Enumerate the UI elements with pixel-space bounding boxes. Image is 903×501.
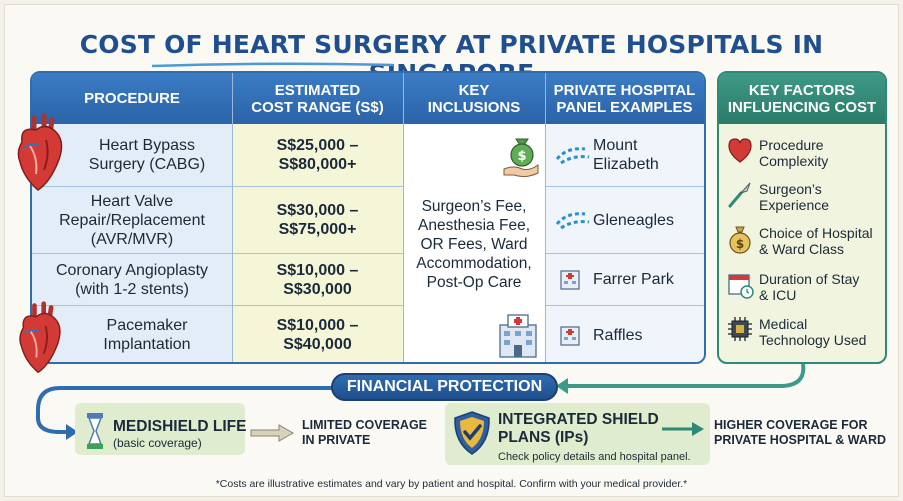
procedure-pacemaker: Pacemaker Implantation — [32, 306, 232, 362]
gleneagles-logo-icon — [555, 212, 590, 230]
calendar-icon — [728, 274, 754, 299]
arrow-right-icon — [662, 422, 704, 436]
ip-coverage-note: HIGHER COVERAGE FOR PRIVATE HOSPITAL & W… — [714, 418, 886, 447]
arrow-right-icon — [250, 424, 295, 442]
hospital-building-icon — [499, 314, 537, 358]
procedure-angioplasty: Coronary Angioplasty (with 1-2 stents) — [32, 254, 232, 305]
integrated-shield-box — [445, 403, 710, 465]
row-divider — [545, 186, 704, 187]
factor-duration-of-stay: Duration of Stay & ICU — [759, 271, 860, 303]
row-divider — [32, 186, 403, 187]
hospital-mount-elizabeth: Mount Elizabeth — [545, 124, 704, 186]
cost-valve: S$30,000 – S$75,000+ — [232, 187, 403, 253]
row-divider — [545, 305, 704, 306]
title-underline — [151, 62, 394, 68]
financial-protection-banner: FINANCIAL PROTECTION — [331, 373, 558, 401]
key-factors-panel: KEY FACTORS INFLUENCING COST Procedure C… — [717, 71, 887, 364]
hospital-gleneagles: Gleneagles — [545, 187, 704, 253]
procedure-valve: Heart Valve Repair/Replacement (AVR/MVR) — [32, 187, 232, 253]
row-divider — [32, 253, 403, 254]
cost-angioplasty: S$10,000 – S$30,000 — [232, 254, 403, 305]
procedure-cabg: Heart Bypass Surgery (CABG) — [32, 124, 232, 186]
cost-pacemaker: S$10,000 – S$40,000 — [232, 306, 403, 362]
heart-anatomy-icon — [17, 113, 63, 191]
flow-arrow-right-to-banner — [556, 363, 806, 394]
table-header: PROCEDURE ESTIMATED COST RANGE (S$) KEY … — [32, 73, 704, 124]
medishield-subtitle: (basic coverage) — [113, 436, 202, 450]
column-divider — [545, 73, 546, 362]
flow-arrow-banner-to-medishield — [36, 386, 332, 440]
factor-medical-technology: Medical Technology Used — [759, 316, 867, 348]
money-bag-icon: $ — [729, 226, 751, 254]
factor-surgeon-experience: Surgeon’s Experience — [759, 181, 830, 213]
cost-cabg: S$25,000 – S$80,000+ — [232, 124, 403, 186]
money-bag-hand-icon: $ — [503, 138, 539, 178]
column-divider — [232, 73, 233, 362]
ip-subtitle: Check policy details and hospital panel. — [498, 451, 691, 463]
factor-procedure-complexity: Procedure Complexity — [759, 137, 829, 169]
cost-table: PROCEDURE ESTIMATED COST RANGE (S$) KEY … — [30, 71, 706, 364]
chip-icon — [728, 317, 752, 341]
header-inclusions: KEY INCLUSIONS — [427, 81, 521, 116]
heart-icon — [728, 138, 752, 163]
footnote: *Costs are illustrative estimates and va… — [215, 478, 688, 490]
row-divider — [545, 253, 704, 254]
key-factors-header: KEY FACTORS INFLUENCING COST — [719, 73, 885, 124]
factor-hospital-ward-class: Choice of Hospital & Ward Class — [759, 225, 873, 257]
scalpel-icon — [728, 182, 751, 208]
raffles-building-icon — [560, 326, 580, 346]
farrer-park-building-icon — [560, 270, 580, 290]
header-hospitals: PRIVATE HOSPITAL PANEL EXAMPLES — [553, 81, 696, 116]
hourglass-shield-icon — [87, 413, 103, 449]
medishield-life-box — [75, 403, 245, 455]
medishield-coverage-note: LIMITED COVERAGE IN PRIVATE — [302, 418, 428, 447]
header-procedure: PROCEDURE — [84, 90, 180, 107]
header-cost-range: ESTIMATED COST RANGE (S$) — [251, 81, 384, 116]
ip-title: INTEGRATED SHIELD PLANS (IPs) — [498, 411, 659, 446]
column-divider — [403, 73, 404, 362]
mount-elizabeth-logo-icon — [555, 147, 590, 165]
medishield-title: MEDISHIELD LIFE — [113, 418, 247, 435]
heart-anatomy-icon — [19, 301, 61, 374]
row-divider — [32, 305, 403, 306]
svg-text:$: $ — [736, 237, 744, 251]
shield-check-icon — [454, 411, 490, 455]
svg-text:$: $ — [517, 149, 526, 164]
